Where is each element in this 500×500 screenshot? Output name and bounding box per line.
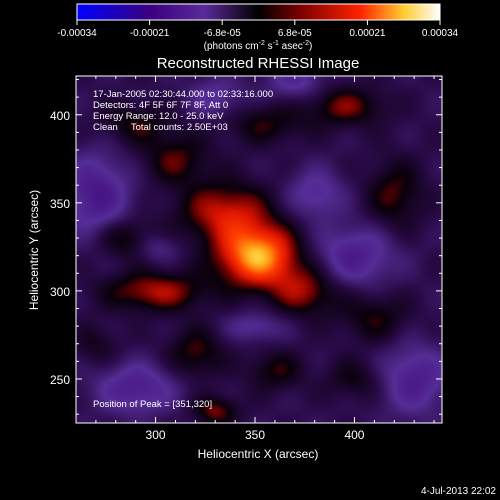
colorbar-tick-label: 0.00021 [349, 28, 386, 39]
x-tick-label: 350 [245, 428, 265, 442]
annotation-detectors: Detectors: 4F 5F 6F 7F 8F, Att 0 [93, 100, 228, 111]
y-tick-label: 250 [50, 373, 70, 387]
colorbar-tick-label: 0.00034 [422, 28, 459, 39]
annotations: 17-Jan-2005 02:30:44.000 to 02:33:16.000… [93, 89, 273, 410]
colorbar-gradient [76, 3, 441, 21]
colorbar-tick-label: -0.00021 [130, 28, 170, 39]
annotation-time: 17-Jan-2005 02:30:44.000 to 02:33:16.000 [93, 89, 273, 100]
x-axis-label: Heliocentric X (arcsec) [198, 447, 319, 461]
x-tick-label: 400 [344, 428, 364, 442]
annotation-counts: Clean Total counts: 2.50E+03 [93, 122, 228, 133]
colorbar-units: (photons cm-2 s-1 asec-2) [204, 40, 313, 52]
chart-title: Reconstructed RHESSI Image [157, 55, 360, 72]
colorbar: -0.00034 -0.00021 -6.8e-05 6.8e-05 0.00021 0.… [57, 3, 459, 52]
y-tick-label: 400 [50, 109, 70, 123]
x-tick-label: 300 [146, 428, 166, 442]
y-tick-label: 350 [50, 197, 70, 211]
colorbar-ticks: -0.00034 -0.00021 -6.8e-05 6.8e-05 0.00021 0.… [57, 20, 459, 39]
plot-frame [75, 75, 443, 424]
annotation-peak: Position of Peak = [351,320] [93, 399, 212, 410]
axes: 300 350 400 250 300 350 400 [50, 76, 442, 442]
colorbar-tick-label: 6.8e-05 [278, 28, 312, 39]
colorbar-tick-label: -6.8e-05 [204, 28, 242, 39]
colorbar-tick-label: -0.00034 [57, 28, 97, 39]
annotation-energy: Energy Range: 12.0 - 25.0 keV [93, 111, 224, 122]
y-axis-label: Heliocentric Y (arcsec) [27, 190, 41, 310]
y-tick-label: 300 [50, 285, 70, 299]
timestamp: 4-Jul-2013 22:02 [421, 486, 496, 497]
heatmap-image-wrapper [76, 76, 442, 423]
heatmap-image [76, 76, 442, 423]
